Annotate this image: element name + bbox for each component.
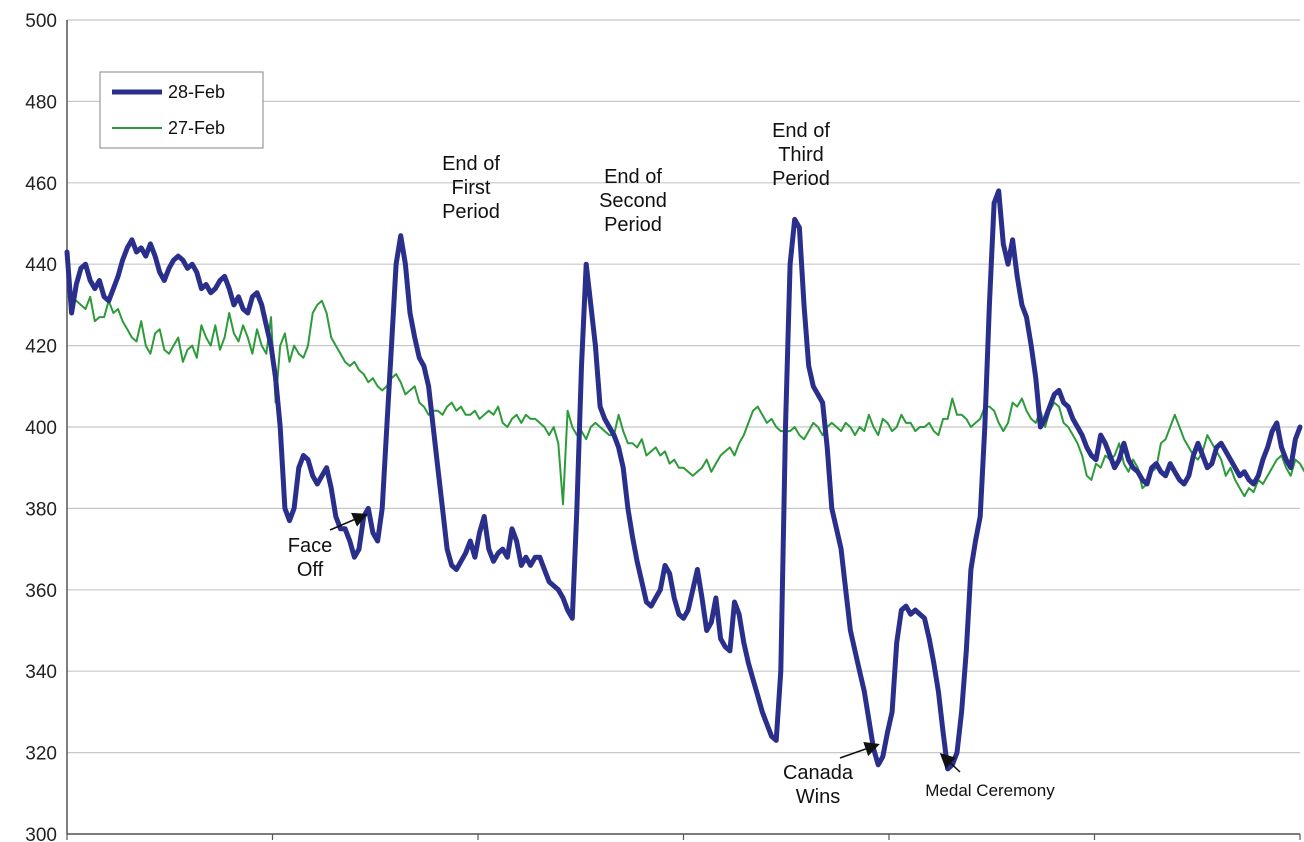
annotation-label: End of First Period <box>442 153 500 223</box>
annotation-line: End of <box>772 120 830 142</box>
y-tick-label: 460 <box>25 174 57 195</box>
y-tick-label: 300 <box>25 825 57 842</box>
y-tick-label: 440 <box>25 255 57 276</box>
annotation-line: Period <box>604 214 662 236</box>
annotation-label: Canada Wins <box>783 762 854 808</box>
annotation-arrow <box>839 741 880 759</box>
annotation-line: Second <box>599 190 667 212</box>
annotation-label: Face Off <box>288 535 332 581</box>
annotation-line: Period <box>772 168 830 190</box>
annotation-line: End of <box>604 166 662 188</box>
annotation-line: Face <box>288 535 332 557</box>
legend-label: 27-Feb <box>168 118 225 138</box>
y-tick-label: 380 <box>25 499 57 520</box>
legend-label: 28-Feb <box>168 82 225 102</box>
y-tick-label: 480 <box>25 92 57 113</box>
series-line-27-Feb <box>66 295 1304 506</box>
annotation-label: End of Third Period <box>772 120 830 190</box>
y-tick-label: 500 <box>25 11 57 32</box>
y-tick-label: 340 <box>25 662 57 683</box>
y-tick-label: 420 <box>25 337 57 358</box>
x-axis <box>66 20 1301 840</box>
series-line-28-Feb <box>64 188 1303 772</box>
y-tick-label: 360 <box>25 581 57 602</box>
annotation-line: Wins <box>796 786 840 808</box>
annotation-line: Third <box>778 144 824 166</box>
annotation-label: Medal Ceremony <box>925 781 1055 800</box>
annotation-arrow <box>939 752 961 773</box>
y-tick-label: 400 <box>25 418 57 439</box>
annotation-line: Canada <box>783 762 854 784</box>
annotation-arrow <box>329 512 368 531</box>
y-axis-ticks: 300 320 340 360 380 400 420 440 460 480 500 <box>25 11 57 842</box>
annotation-line: Medal Ceremony <box>925 781 1055 800</box>
annotation-line: Off <box>297 559 324 581</box>
annotation-line: Period <box>442 201 500 223</box>
annotation-label: End of Second Period <box>599 166 667 236</box>
y-tick-label: 320 <box>25 744 57 765</box>
legend-box <box>99 71 264 149</box>
legend: 28-Feb 27-Feb <box>99 71 264 149</box>
annotation-line: First <box>452 177 491 199</box>
series-lines <box>64 188 1304 772</box>
annotation-line: End of <box>442 153 500 175</box>
